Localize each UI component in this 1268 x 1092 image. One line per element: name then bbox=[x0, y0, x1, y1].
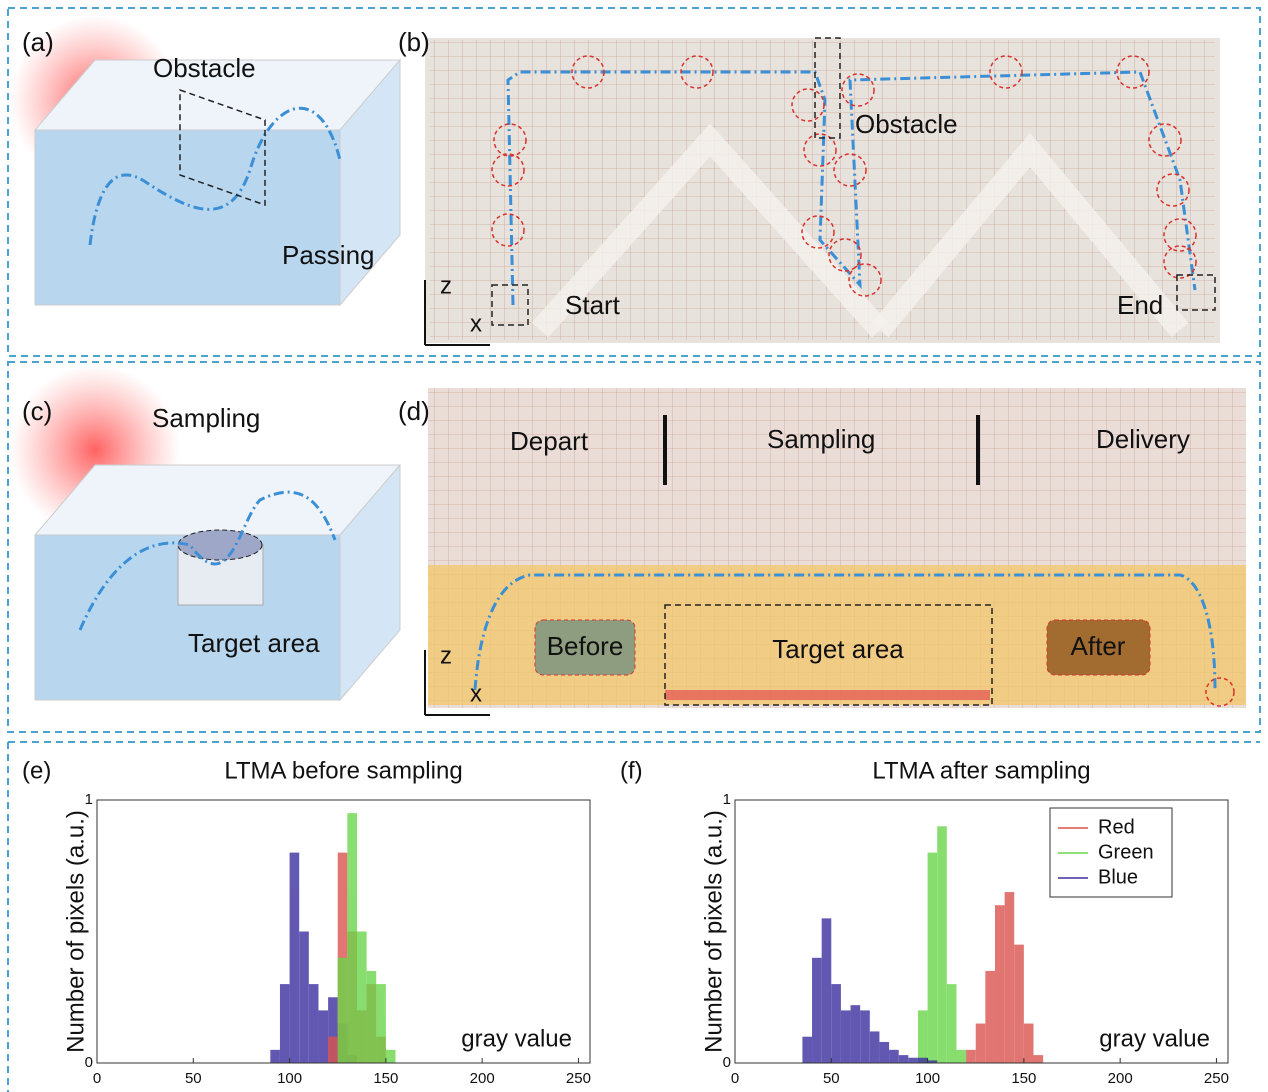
panel-label: (d) bbox=[398, 396, 430, 426]
histogram-bar bbox=[347, 813, 357, 1063]
histogram-bar bbox=[860, 1010, 870, 1063]
series bbox=[918, 826, 966, 1063]
histogram-bar bbox=[1005, 892, 1015, 1063]
histogram-bar bbox=[1014, 945, 1024, 1063]
annotation: After bbox=[1071, 631, 1126, 661]
chart-title: LTMA after sampling bbox=[872, 757, 1090, 784]
annotation: Start bbox=[565, 290, 621, 320]
y-tick-label: 0 bbox=[723, 1054, 731, 1071]
histogram-bar bbox=[976, 1024, 986, 1063]
histogram-bar bbox=[918, 1058, 928, 1063]
series bbox=[966, 892, 1043, 1063]
annotation: Before bbox=[547, 631, 624, 661]
chart-title: LTMA before sampling bbox=[224, 757, 462, 784]
histogram-bar bbox=[851, 1005, 861, 1063]
histogram-bar bbox=[937, 826, 947, 1063]
y-tick-label: 1 bbox=[723, 791, 731, 808]
annotation: Depart bbox=[510, 426, 589, 456]
histogram-bar bbox=[985, 971, 995, 1063]
figure: (a) Obstacle Passing (b) Obstacle Start … bbox=[0, 0, 1268, 1092]
histogram-bar bbox=[290, 853, 300, 1063]
histogram-bar bbox=[280, 984, 290, 1063]
annotation: Target area bbox=[772, 634, 904, 664]
x-tick-label: 50 bbox=[185, 1070, 202, 1087]
histogram-bar bbox=[367, 971, 377, 1063]
annotation: Sampling bbox=[152, 403, 260, 433]
histogram-bar bbox=[822, 918, 832, 1063]
axis-label: z bbox=[440, 272, 452, 299]
y-tick-label: 0 bbox=[85, 1054, 93, 1071]
annotation: Passing bbox=[282, 240, 375, 270]
series bbox=[802, 918, 937, 1063]
histogram-bar bbox=[879, 1042, 889, 1063]
x-tick-label: 0 bbox=[731, 1070, 739, 1087]
legend-label: Green bbox=[1098, 841, 1154, 863]
y-axis-label: Number of pixels (a.u.) bbox=[62, 810, 89, 1053]
histogram-bar bbox=[995, 905, 1005, 1063]
histogram-bar bbox=[270, 1050, 280, 1063]
histogram-bar bbox=[899, 1055, 909, 1063]
histogram-bar bbox=[328, 1037, 338, 1063]
x-tick-label: 50 bbox=[823, 1070, 840, 1087]
panel-label: (c) bbox=[22, 396, 52, 426]
annotation: End bbox=[1117, 290, 1163, 320]
axis-label: x bbox=[470, 680, 482, 707]
annotation: Delivery bbox=[1096, 424, 1190, 454]
histogram-bar bbox=[802, 1037, 812, 1063]
x-tick-label: 150 bbox=[1011, 1070, 1036, 1087]
panel-label: (b) bbox=[398, 27, 430, 57]
panel-label: (a) bbox=[22, 27, 54, 57]
x-tick-label: 0 bbox=[93, 1070, 101, 1087]
x-axis-label: gray value bbox=[461, 1025, 572, 1052]
y-tick-label: 1 bbox=[85, 791, 93, 808]
legend: Red Green Blue bbox=[1050, 808, 1172, 897]
x-tick-label: 250 bbox=[1204, 1070, 1229, 1087]
annotation: Obstacle bbox=[153, 53, 256, 83]
histogram-bar bbox=[309, 984, 319, 1063]
axis-label: x bbox=[470, 310, 482, 337]
histogram-bar bbox=[889, 1050, 899, 1063]
x-tick-label: 250 bbox=[566, 1070, 591, 1087]
histogram-bar bbox=[357, 932, 367, 1064]
panel-b: (b) Obstacle Start End z x bbox=[398, 27, 1220, 345]
y-axis-label: Number of pixels (a.u.) bbox=[700, 810, 727, 1053]
histogram-bar bbox=[812, 958, 822, 1063]
annotation: Obstacle bbox=[855, 109, 958, 139]
histogram-bar bbox=[966, 1050, 976, 1063]
histogram-bar bbox=[841, 1010, 851, 1063]
histogram-bar bbox=[1033, 1055, 1043, 1063]
histogram-bar bbox=[947, 984, 957, 1063]
histogram-bar bbox=[386, 1050, 396, 1063]
histogram-bar bbox=[338, 958, 348, 1063]
legend-label: Blue bbox=[1098, 866, 1138, 888]
histogram-bar bbox=[831, 984, 841, 1063]
histogram-bar bbox=[299, 932, 309, 1064]
histogram-bar bbox=[956, 1050, 966, 1063]
histogram-bar bbox=[376, 984, 386, 1063]
histogram-bar bbox=[928, 853, 938, 1063]
axis-label: z bbox=[440, 642, 452, 669]
legend-label: Red bbox=[1098, 816, 1135, 838]
x-tick-label: 200 bbox=[1108, 1070, 1133, 1087]
panel-d: (d) Depart Sampling Delivery Before Targ… bbox=[398, 388, 1246, 715]
histogram-bar bbox=[918, 1010, 928, 1063]
x-tick-label: 100 bbox=[915, 1070, 940, 1087]
panel-a: (a) Obstacle Passing bbox=[10, 15, 400, 305]
histogram-bar bbox=[870, 1031, 880, 1063]
x-tick-label: 100 bbox=[277, 1070, 302, 1087]
annotation: Target area bbox=[188, 628, 320, 658]
annotation: Sampling bbox=[767, 424, 875, 454]
panel-label: (e) bbox=[22, 757, 51, 784]
panel-c: (c) Sampling Target area bbox=[10, 365, 400, 700]
panel-label: (f) bbox=[620, 757, 643, 784]
histogram-bar bbox=[908, 1058, 918, 1063]
x-axis-label: gray value bbox=[1099, 1025, 1210, 1052]
histogram-bar bbox=[318, 1010, 328, 1063]
x-tick-label: 200 bbox=[470, 1070, 495, 1087]
histogram-bar bbox=[1024, 1024, 1034, 1063]
x-tick-label: 150 bbox=[373, 1070, 398, 1087]
